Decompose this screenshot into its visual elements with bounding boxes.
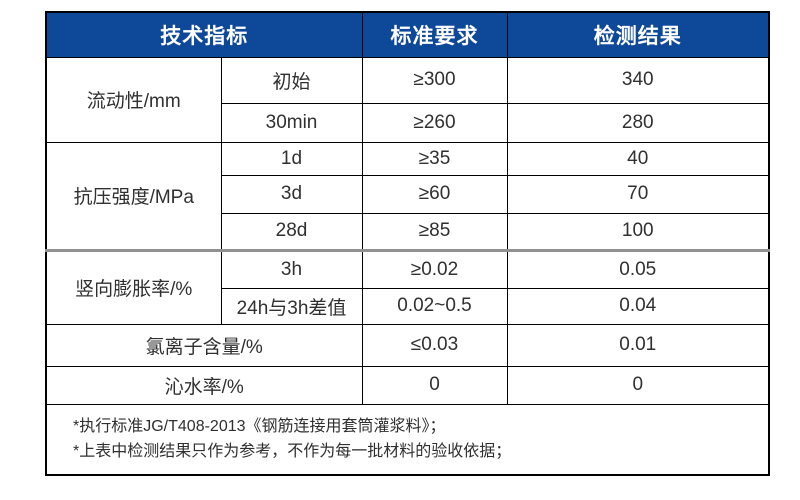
note-line-disclaimer: *上表中检测结果只作为参考，不作为每一批材料的验收依据； (73, 443, 512, 461)
result-value: 0.05 (506, 249, 770, 289)
notes-row: *执行标准JG/T408-2013《钢筋连接用套筒灌浆料》； *上表中检测结果只… (45, 403, 770, 476)
standard-value: ≥260 (361, 102, 508, 143)
table-row-strength-1d: 抗压强度/MPa 1d ≥35 40 (45, 141, 770, 252)
result-value: 40 (506, 141, 770, 176)
result-value: 70 (506, 174, 770, 214)
result-value: 0.01 (506, 323, 770, 367)
table-row-strength-3d: 3d ≥60 70 (46, 174, 770, 214)
standard-value: ≥35 (361, 141, 508, 176)
table-row-expansion-24h-diff: 24h与3h差值 0.02~0.5 0.04 (46, 287, 770, 325)
result-value: 0 (506, 365, 770, 405)
header-row: 技术指标 标准要求 检测结果 (45, 11, 770, 58)
header-cell-standard: 标准要求 (361, 11, 508, 58)
group-label-bleeding-rate: 沁水率/% (45, 365, 363, 405)
standard-value: ≤0.03 (361, 323, 508, 367)
table-row-strength-28d: 28d ≥85 100 (46, 212, 770, 252)
sub-label: 30min (220, 102, 363, 143)
standard-value: ≥0.02 (361, 249, 508, 289)
group-label-chloride-content: 氯离子含量/% (45, 323, 363, 367)
table-row-expansion-3h: 竖向膨胀率/% 3h ≥0.02 0.05 (45, 249, 770, 325)
result-value: 340 (506, 56, 770, 104)
spec-table: 技术指标 标准要求 检测结果 流动性/mm 初始 ≥300 340 30min … (45, 11, 770, 476)
result-value: 100 (506, 212, 770, 252)
table-row-chloride-content: 氯离子含量/% ≤0.03 0.01 (45, 323, 770, 367)
sub-label: 初始 (220, 56, 363, 104)
group-label-compressive-strength: 抗压强度/MPa (45, 141, 222, 252)
standard-value: ≥60 (361, 174, 508, 214)
group-label-vertical-expansion: 竖向膨胀率/% (45, 249, 222, 325)
sub-label: 1d (220, 141, 363, 176)
standard-value: ≥300 (361, 56, 508, 104)
table-row-fluidity-30min: 30min ≥260 280 (46, 102, 770, 143)
result-value: 0.04 (506, 287, 770, 325)
table-row-fluidity-initial: 流动性/mm 初始 ≥300 340 (45, 56, 770, 143)
header-cell-result: 检测结果 (506, 11, 770, 58)
sub-label: 28d (220, 212, 363, 252)
header-cell-tech-index: 技术指标 (45, 11, 363, 58)
notes-cell: *执行标准JG/T408-2013《钢筋连接用套筒灌浆料》； *上表中检测结果只… (45, 403, 770, 476)
note-line-standard: *执行标准JG/T408-2013《钢筋连接用套筒灌浆料》； (73, 418, 446, 436)
table-row-bleeding-rate: 沁水率/% 0 0 (45, 365, 770, 405)
standard-value: 0 (361, 365, 508, 405)
sub-label: 3h (220, 249, 363, 289)
standard-value: ≥85 (361, 212, 508, 252)
standard-value: 0.02~0.5 (361, 287, 508, 325)
group-label-fluidity: 流动性/mm (45, 56, 222, 143)
result-value: 280 (506, 102, 770, 143)
sub-label: 3d (220, 174, 363, 214)
sub-label: 24h与3h差值 (220, 287, 363, 325)
